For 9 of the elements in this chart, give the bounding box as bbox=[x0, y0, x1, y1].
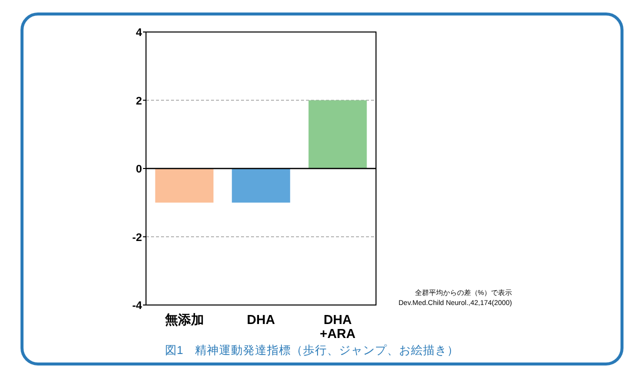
x-tick-label: 無添加 bbox=[164, 312, 204, 327]
y-tick-label: -4 bbox=[132, 300, 143, 312]
x-tick-label: DHA +ARA bbox=[320, 312, 356, 341]
y-tick-label: 0 bbox=[136, 164, 142, 176]
y-tick-label: -2 bbox=[132, 232, 142, 244]
text: 図1 精神運動発達指標（歩行、ジャンプ、お絵描き） bbox=[164, 343, 460, 357]
y-tick-label: 4 bbox=[136, 27, 143, 39]
y-tick-label: 2 bbox=[136, 95, 142, 108]
x-tick-label: DHA bbox=[246, 312, 276, 327]
